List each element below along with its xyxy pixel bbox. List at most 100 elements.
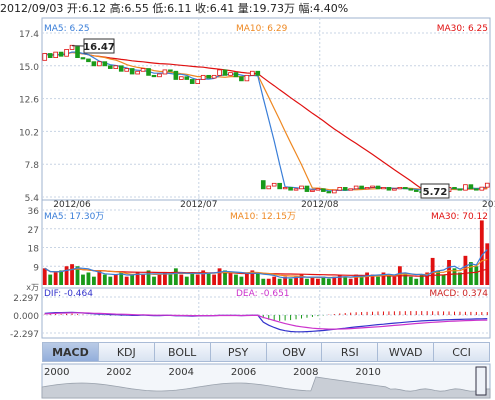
- volume-bar: [266, 278, 271, 285]
- volume-bar: [485, 243, 490, 285]
- tab-rsi[interactable]: RSI: [322, 342, 379, 362]
- volume-bar: [113, 274, 118, 285]
- candle: [397, 187, 403, 190]
- ma10-line: [44, 51, 488, 191]
- volume-bar: [468, 262, 473, 285]
- candle: [129, 68, 135, 75]
- volume-bar: [403, 274, 408, 285]
- volume-bar: [408, 276, 413, 285]
- volume-bar: [152, 276, 156, 285]
- tab-cci[interactable]: CCI: [434, 342, 490, 362]
- candle: [299, 185, 304, 190]
- volume-bar: [212, 274, 217, 285]
- volume-bar: [141, 274, 145, 285]
- volume-bar: [315, 278, 320, 285]
- volume-bar: [414, 278, 419, 285]
- candle: [64, 49, 69, 57]
- candle: [233, 72, 239, 78]
- candle: [173, 70, 179, 80]
- candle: [260, 180, 266, 190]
- tab-obv[interactable]: OBV: [266, 342, 323, 362]
- volume-bar: [146, 270, 151, 285]
- volume-bar: [168, 274, 173, 285]
- candle: [277, 182, 282, 190]
- low-value: 6.11: [167, 2, 192, 15]
- ma30-label: MA30: 6.25: [437, 24, 488, 34]
- candle: [47, 53, 53, 58]
- candle: [255, 70, 261, 76]
- candle: [58, 51, 64, 57]
- candle: [342, 187, 348, 191]
- candle: [304, 185, 310, 192]
- close-label: 收:: [195, 2, 210, 15]
- volume-bar: [277, 278, 282, 285]
- volume-bar: [42, 268, 47, 285]
- volume-bar: [299, 274, 304, 285]
- volume-bar: [86, 272, 91, 285]
- volume-bar: [97, 270, 102, 285]
- candle: [146, 68, 151, 76]
- candle: [266, 185, 272, 190]
- volume-bar: [173, 268, 178, 285]
- price-tick-label: 12.6: [19, 96, 39, 106]
- candle: [474, 188, 479, 191]
- volume-bar: [81, 274, 85, 285]
- volume-bar: [348, 278, 353, 285]
- candle: [200, 74, 206, 80]
- tab-psy[interactable]: PSY: [210, 342, 267, 362]
- candle: [452, 187, 457, 190]
- volume-bar: [70, 264, 74, 285]
- dea-line: [44, 312, 488, 330]
- volume-bar: [452, 268, 457, 285]
- candle: [189, 79, 195, 84]
- candle: [102, 61, 108, 67]
- volume-tick-label: 27: [28, 226, 39, 236]
- tab-macd[interactable]: MACD: [42, 342, 99, 362]
- candle: [484, 182, 490, 188]
- volume-bar: [370, 274, 375, 285]
- volume-ma5-line: [44, 249, 488, 279]
- volume-bar: [354, 274, 359, 285]
- candle: [53, 51, 58, 59]
- candle: [364, 187, 370, 190]
- candle: [222, 69, 228, 76]
- tab-wvad[interactable]: WVAD: [378, 342, 435, 362]
- low-marker-box: [420, 183, 450, 199]
- tab-boll[interactable]: BOLL: [154, 342, 211, 362]
- candle: [413, 189, 419, 192]
- volume-bar: [261, 278, 266, 285]
- timeline-year-label: 2010: [355, 367, 380, 378]
- timeline-area: [41, 376, 491, 399]
- candle: [288, 187, 293, 191]
- candle: [157, 73, 162, 78]
- volume-bar: [163, 272, 167, 285]
- candle: [271, 182, 277, 187]
- volume-bar: [255, 272, 260, 285]
- volume-bar: [64, 266, 69, 285]
- volume-bar: [305, 278, 309, 285]
- volume-tick-label: 9: [33, 263, 39, 273]
- tab-kdj[interactable]: KDJ: [98, 342, 155, 362]
- candle: [331, 189, 337, 194]
- volume-bar: [283, 276, 288, 285]
- volume-bar: [48, 274, 53, 285]
- candle: [124, 68, 129, 72]
- volume-bar: [53, 272, 58, 285]
- timeline-year-label: 2000: [44, 367, 69, 378]
- candle: [113, 65, 119, 69]
- candle: [80, 57, 86, 60]
- high-label: 高:: [109, 2, 125, 15]
- high-value: 6.55: [124, 2, 149, 15]
- candle: [370, 185, 375, 188]
- volume-bar: [430, 257, 435, 285]
- price-tick-label: 5.4: [25, 194, 40, 204]
- timeline-range-handle[interactable]: [475, 366, 487, 396]
- dif-line: [44, 311, 488, 333]
- candle: [408, 188, 414, 191]
- volume-bar: [381, 272, 386, 285]
- candle: [86, 58, 91, 63]
- volume-ma5-label: MA5: 17.30万: [44, 212, 104, 222]
- candle: [392, 188, 397, 191]
- candle: [75, 46, 80, 59]
